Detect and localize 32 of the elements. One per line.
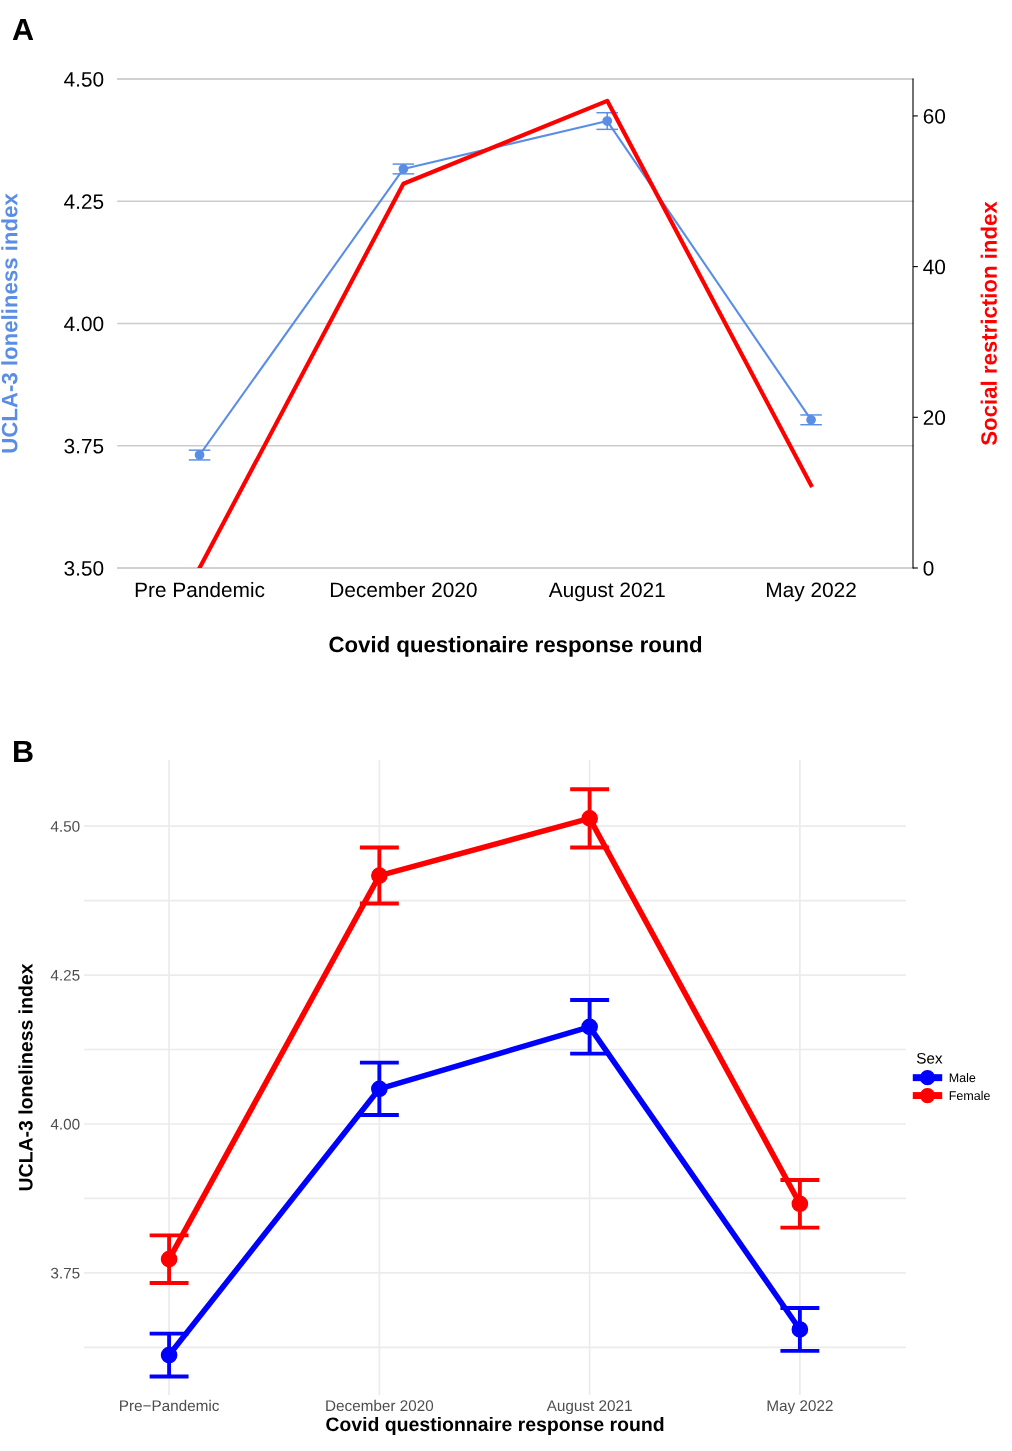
x-axis-title: Covid questionnaire response round — [326, 1416, 664, 1436]
x-tick-label: August 2021 — [546, 1400, 632, 1415]
y-axis-title: UCLA-3 loneliness index — [1, 193, 18, 453]
y2-tick-label: 20 — [923, 410, 946, 426]
text: A — [12, 18, 34, 40]
x-tick-label: Pre−Pandemic — [120, 1399, 220, 1412]
y2-tick-label: 40 — [923, 259, 946, 275]
x-tick-label: December 2020 — [330, 581, 477, 598]
y-tick-label: 4.25 — [50, 969, 80, 981]
y-tick-label: 3.75 — [50, 1267, 80, 1279]
y-tick-label: 4.25 — [64, 194, 104, 209]
x-tick-label: May 2022 — [767, 582, 856, 602]
x-tick-label: May 2022 — [767, 1400, 833, 1415]
y2-tick-label: 60 — [923, 108, 946, 124]
legend-label: Female — [949, 1090, 990, 1101]
y-axis-title: UCLA-3 loneliness index — [18, 963, 33, 1191]
line-series — [197, 98, 814, 568]
y-tick-label: 4.00 — [50, 1118, 80, 1130]
y-tick-label: 3.75 — [64, 438, 104, 454]
y2-axis-title: Social restriction index — [980, 201, 997, 446]
y-tick-label: 4.50 — [50, 820, 80, 832]
x-axis-title: Covid questionaire response round — [329, 636, 702, 657]
x-tick-label: August 2021 — [548, 582, 665, 602]
y-tick-label: 3.50 — [64, 561, 104, 576]
legend-title: Sex — [916, 1052, 943, 1064]
y-tick-label: 4.50 — [64, 72, 104, 87]
y2-tick-label: 0 — [923, 561, 934, 576]
x-tick-label: Pre Pandemic — [135, 581, 265, 598]
y-tick-label: 4.00 — [64, 316, 104, 332]
text: B — [14, 740, 33, 762]
x-tick-label: December 2020 — [326, 1399, 434, 1412]
legend-label: Male — [949, 1072, 976, 1083]
